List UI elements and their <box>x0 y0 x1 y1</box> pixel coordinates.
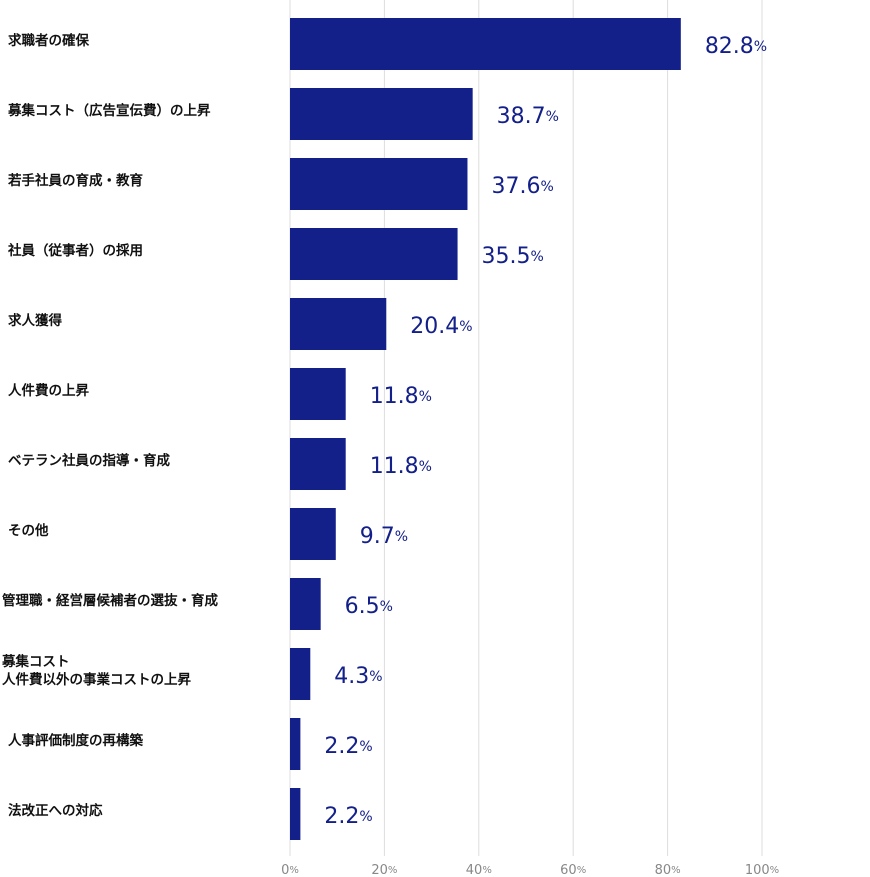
category-label: 募集コスト 人件費以外の事業コストの上昇 <box>2 654 191 688</box>
bar <box>290 438 346 490</box>
x-tick-label: 0% <box>281 863 299 877</box>
bar <box>290 508 336 560</box>
value-label: 2.2% <box>324 804 372 829</box>
category-label: 求人獲得 <box>8 313 62 329</box>
category-label: 管理職・経営層候補者の選抜・育成 <box>2 593 218 609</box>
bar <box>290 578 321 630</box>
value-label: 2.2% <box>324 734 372 759</box>
value-label: 6.5% <box>345 594 393 619</box>
category-label: その他 <box>8 523 49 539</box>
x-tick-label: 100% <box>745 863 779 877</box>
x-tick-label: 80% <box>655 863 681 877</box>
bar <box>290 718 301 770</box>
bar <box>290 88 473 140</box>
value-label: 37.6% <box>491 174 553 199</box>
value-label: 20.4% <box>410 314 472 339</box>
category-label: 人事評価制度の再構築 <box>8 733 143 749</box>
value-label: 4.3% <box>334 664 382 689</box>
bar <box>290 18 681 70</box>
category-label: 募集コスト（広告宣伝費）の上昇 <box>8 103 211 119</box>
value-label: 38.7% <box>497 104 559 129</box>
x-tick-label: 20% <box>371 863 397 877</box>
category-label: 若手社員の育成・教育 <box>8 173 143 189</box>
value-label: 35.5% <box>482 244 544 269</box>
bar <box>290 158 468 210</box>
value-label: 11.8% <box>370 384 432 409</box>
bar <box>290 648 311 700</box>
category-label: ベテラン社員の指導・育成 <box>8 453 170 469</box>
category-label: 法改正への対応 <box>8 803 103 819</box>
category-label: 社員（従事者）の採用 <box>8 243 143 259</box>
bar <box>290 228 458 280</box>
x-tick-label: 40% <box>466 863 492 877</box>
bar <box>290 298 387 350</box>
x-tick-label: 60% <box>560 863 586 877</box>
value-label: 9.7% <box>360 524 408 549</box>
bar <box>290 368 346 420</box>
category-label: 人件費の上昇 <box>8 383 89 399</box>
value-label: 82.8% <box>705 34 767 59</box>
bar <box>290 788 301 840</box>
value-label: 11.8% <box>370 454 432 479</box>
category-label: 求職者の確保 <box>8 33 89 49</box>
